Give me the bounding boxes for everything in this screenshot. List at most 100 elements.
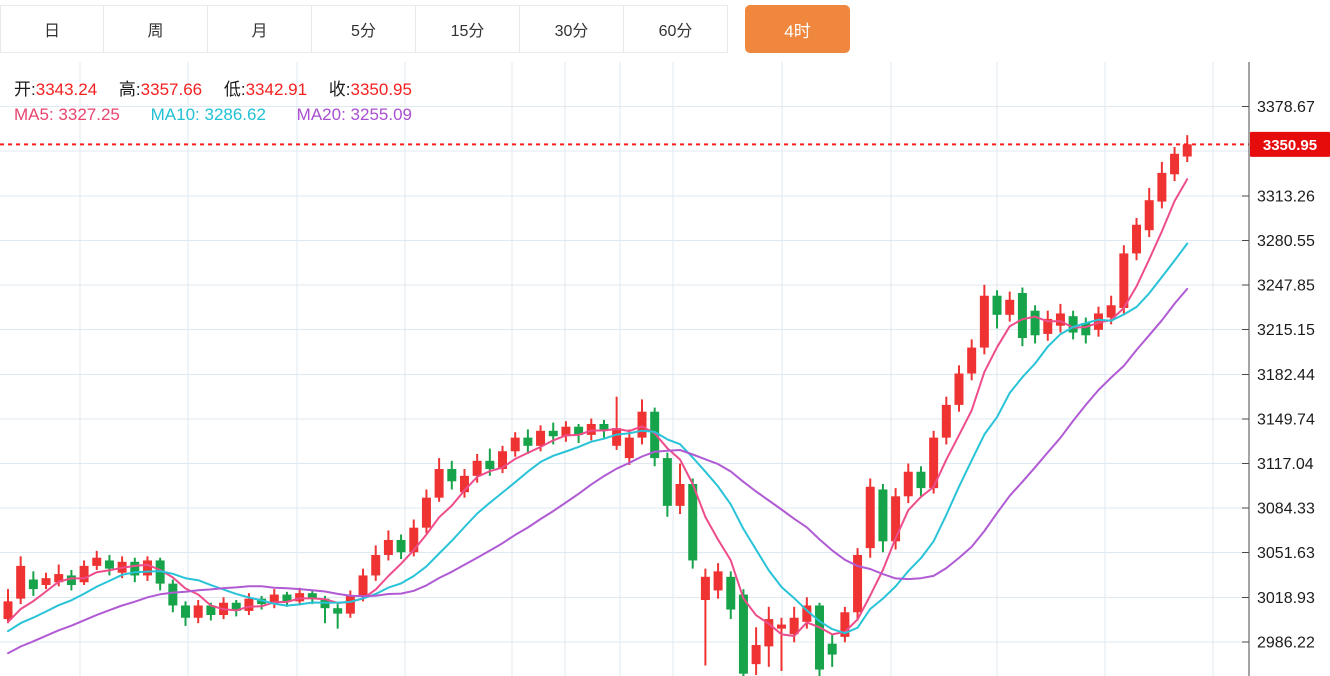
tab-day[interactable]: 日 <box>0 5 104 53</box>
candle[interactable] <box>523 429 533 454</box>
candle[interactable] <box>1157 161 1167 209</box>
candle[interactable] <box>447 460 457 490</box>
y-axis-tick-label: 3280.55 <box>1257 233 1315 250</box>
candle-body <box>1055 313 1065 326</box>
candle-body <box>1093 313 1103 330</box>
candle[interactable] <box>688 478 698 569</box>
candle[interactable] <box>878 484 888 553</box>
candle[interactable] <box>1017 287 1027 347</box>
candle[interactable] <box>853 548 863 621</box>
candle[interactable] <box>371 545 381 581</box>
candle[interactable] <box>738 589 748 676</box>
tab-60min[interactable]: 60分 <box>624 5 728 53</box>
candle[interactable] <box>612 396 622 450</box>
candle[interactable] <box>574 423 584 444</box>
candle[interactable] <box>865 478 875 558</box>
candle[interactable] <box>1043 310 1053 341</box>
candle[interactable] <box>840 606 850 643</box>
candle[interactable] <box>776 617 786 671</box>
candle[interactable] <box>599 419 609 438</box>
candle-body <box>776 624 786 629</box>
candle-body <box>168 583 178 606</box>
candle[interactable] <box>1144 187 1154 238</box>
candle[interactable] <box>751 627 761 676</box>
candle[interactable] <box>1030 305 1040 344</box>
candle[interactable] <box>1068 310 1078 340</box>
candle[interactable] <box>586 418 596 441</box>
candle[interactable] <box>193 600 203 624</box>
candle[interactable] <box>675 463 685 515</box>
candle-body <box>269 594 279 605</box>
candles[interactable] <box>3 135 1192 676</box>
candle[interactable] <box>1005 291 1015 322</box>
candle[interactable] <box>459 469 469 498</box>
candle[interactable] <box>1093 306 1103 337</box>
candle[interactable] <box>295 587 305 606</box>
tab-4hour-active[interactable]: 4时 <box>745 5 850 53</box>
chart-svg[interactable]: 3378.67 3313.26 3280.55 3247.85 3215.15 3182.… <box>0 62 1330 676</box>
candle[interactable] <box>421 489 431 534</box>
last-price-tag: 3350.95 <box>1250 131 1330 157</box>
candle[interactable] <box>1081 317 1091 344</box>
candle[interactable] <box>41 572 51 590</box>
candle[interactable] <box>650 407 660 467</box>
candle[interactable] <box>28 571 38 596</box>
candle[interactable] <box>257 595 267 610</box>
candle[interactable] <box>1170 146 1180 182</box>
candle[interactable] <box>700 568 710 666</box>
candle[interactable] <box>142 556 152 581</box>
candle[interactable] <box>66 569 76 591</box>
candle[interactable] <box>1132 217 1142 261</box>
candle[interactable] <box>510 432 520 457</box>
y-axis-tick-label: 3117.04 <box>1257 456 1314 473</box>
candle[interactable] <box>941 396 951 445</box>
candle[interactable] <box>713 563 723 599</box>
candle[interactable] <box>624 429 634 465</box>
candle[interactable] <box>967 339 977 381</box>
candle[interactable] <box>827 634 837 667</box>
candle[interactable] <box>92 550 102 570</box>
candle[interactable] <box>383 530 393 561</box>
candle[interactable] <box>181 601 191 626</box>
candle[interactable] <box>333 604 343 629</box>
candle[interactable] <box>561 421 571 442</box>
tab-5min[interactable]: 5分 <box>312 5 416 53</box>
candle[interactable] <box>903 463 913 504</box>
candle[interactable] <box>815 602 825 676</box>
candle[interactable] <box>282 591 292 607</box>
candle[interactable] <box>916 466 926 497</box>
candle[interactable] <box>3 589 13 624</box>
candle[interactable] <box>726 571 736 620</box>
candle[interactable] <box>79 560 89 585</box>
candle[interactable] <box>130 557 140 583</box>
candle[interactable] <box>992 290 1002 329</box>
candle[interactable] <box>1119 245 1129 315</box>
kline-chart[interactable]: 开:3343.24 高:3357.66 低:3342.91 收:3350.95 … <box>0 62 1330 676</box>
candle[interactable] <box>434 458 444 502</box>
candle-body <box>1005 299 1015 315</box>
candle[interactable] <box>16 556 26 605</box>
tab-week[interactable]: 周 <box>104 5 208 53</box>
candle[interactable] <box>269 589 279 609</box>
candle-body <box>815 605 825 670</box>
candle-body <box>3 601 13 620</box>
candle[interactable] <box>168 579 178 613</box>
candle[interactable] <box>396 534 406 560</box>
candle[interactable] <box>637 399 647 445</box>
candle[interactable] <box>104 554 114 576</box>
candle-body <box>561 426 571 437</box>
candle[interactable] <box>764 606 774 667</box>
candle[interactable] <box>929 430 939 494</box>
candle-body <box>523 437 533 446</box>
tab-30min[interactable]: 30分 <box>520 5 624 53</box>
candle[interactable] <box>954 365 964 412</box>
candle[interactable] <box>662 452 672 517</box>
candle-body <box>54 574 64 583</box>
candle[interactable] <box>1182 135 1192 162</box>
candle[interactable] <box>231 600 241 617</box>
candle[interactable] <box>1055 303 1065 333</box>
candle[interactable] <box>979 284 989 355</box>
tab-month[interactable]: 月 <box>208 5 312 53</box>
tab-15min[interactable]: 15分 <box>416 5 520 53</box>
candle[interactable] <box>155 557 165 591</box>
